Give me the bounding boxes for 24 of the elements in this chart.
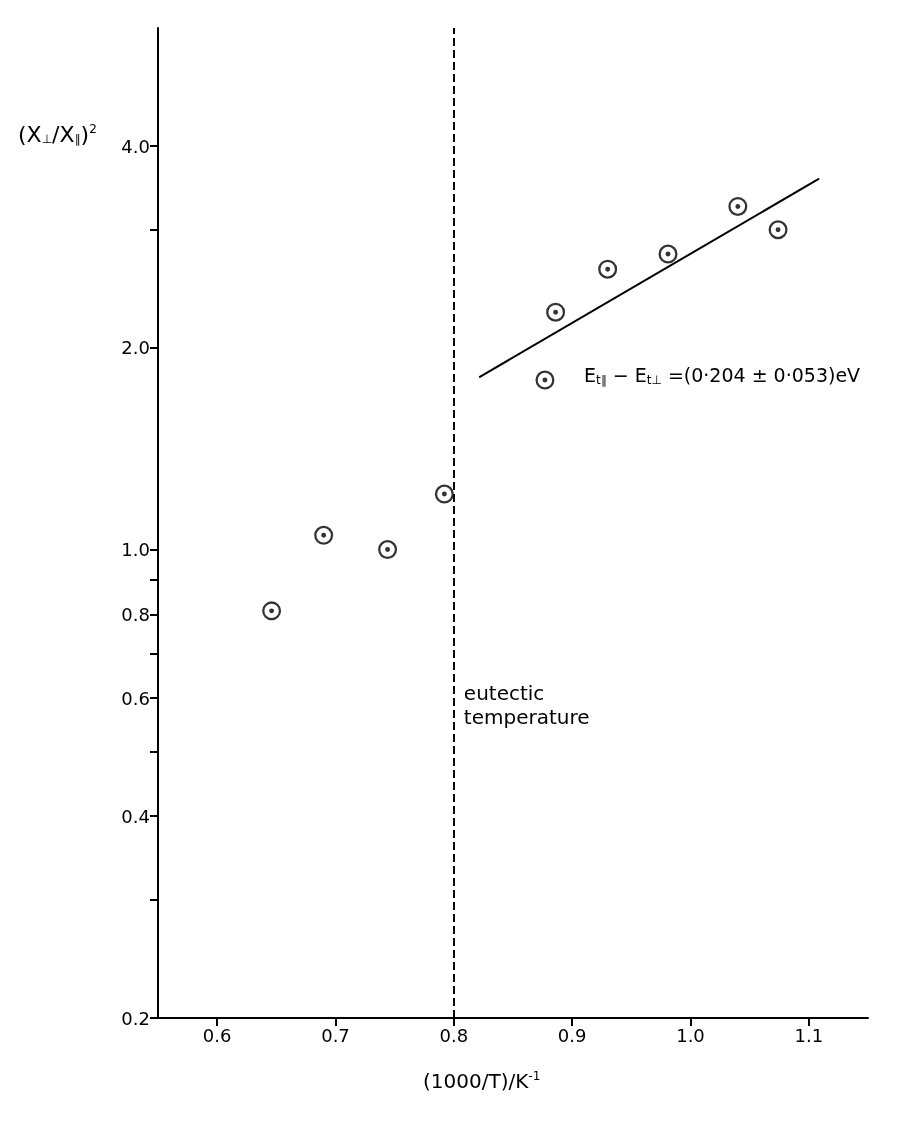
- x-tick-label: 0.8: [439, 1024, 469, 1046]
- point: [262, 601, 282, 621]
- ref-line-label: eutectic temperature: [463, 681, 590, 730]
- x-tick-label: 1.0: [676, 1024, 705, 1046]
- point: [658, 244, 678, 264]
- point: [598, 259, 618, 279]
- point: [535, 370, 555, 390]
- x-tick-label: 0.7: [321, 1024, 350, 1046]
- y-tick-label: 0.4: [121, 805, 150, 827]
- point: [314, 525, 334, 545]
- point: [728, 196, 748, 216]
- point: [378, 540, 398, 560]
- y-tick-label: 2.0: [121, 337, 150, 359]
- x-tick-label: 0.9: [557, 1024, 587, 1046]
- point: [434, 484, 454, 504]
- y-tick-label: 0.2: [121, 1007, 150, 1029]
- x-tick-label: 1.1: [794, 1024, 824, 1046]
- point: [546, 302, 566, 322]
- y-tick-label: 0.6: [121, 687, 150, 709]
- point: [768, 220, 788, 240]
- y-tick-label: 4.0: [121, 135, 150, 157]
- x-tick-label: 0.6: [202, 1024, 232, 1046]
- y-tick-label: 0.8: [121, 603, 150, 625]
- y-tick-label: 1.0: [121, 539, 150, 561]
